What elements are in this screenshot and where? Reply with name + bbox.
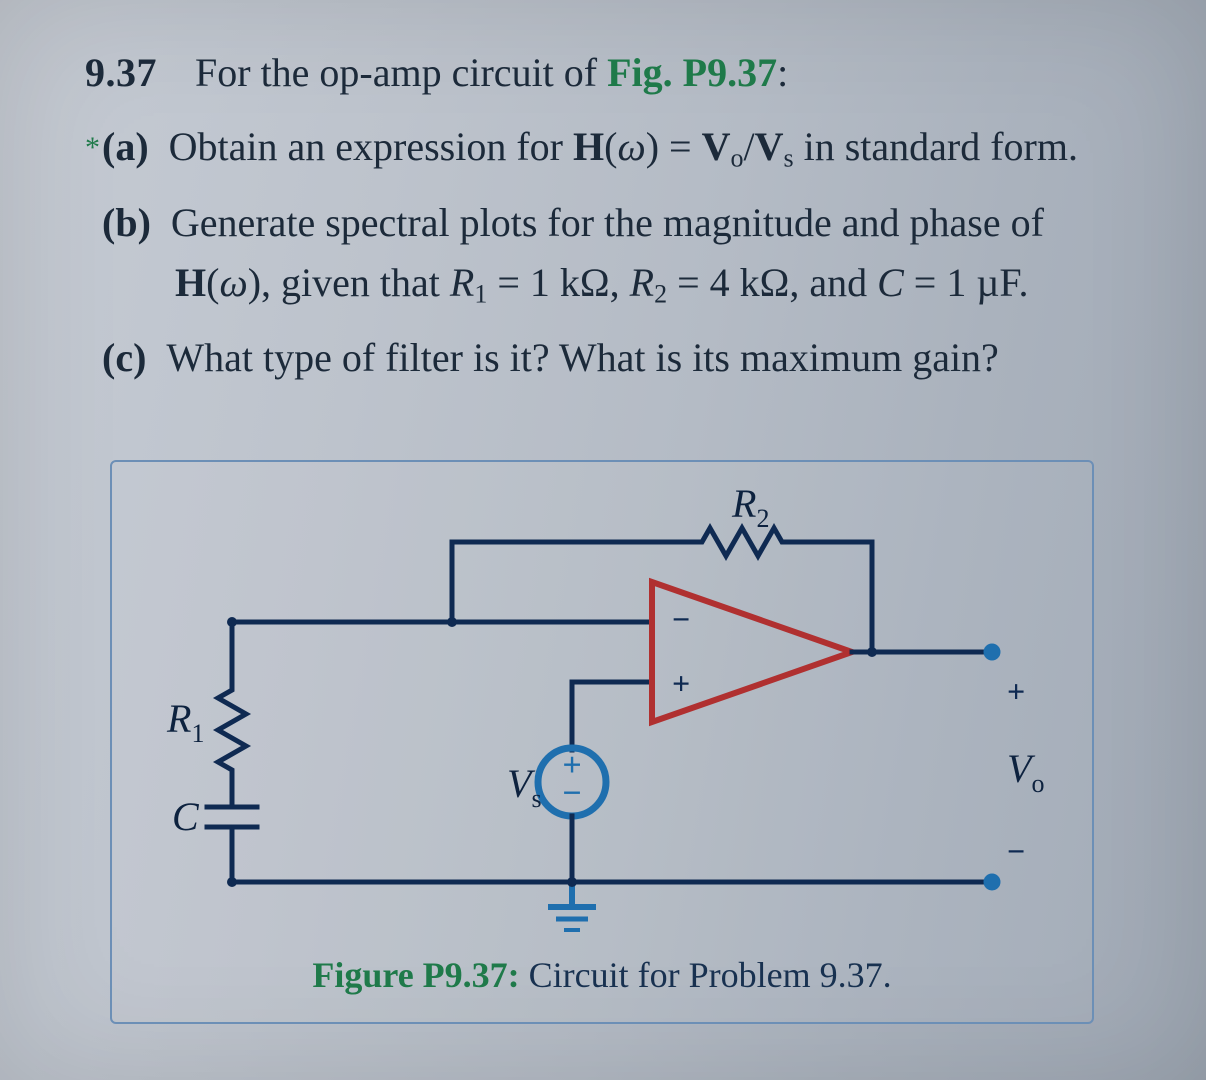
lead-suffix: : [777,50,788,95]
figure-box: + − − + + − R2 [110,460,1094,1024]
node-left-bottom [227,877,237,887]
part-b-line2: H(ω), given that R1 = 1 kΩ, R2 = 4 kΩ, a… [85,256,1146,312]
out-plus-sign: + [1007,673,1025,709]
slash: / [743,124,754,169]
circuit-diagram: + − − + + − R2 [112,462,1092,1022]
close: ) [646,124,659,169]
r1sym: R [450,260,474,305]
terminal-out-top [984,644,1000,660]
node-left-top [227,617,237,627]
Vo-sub: o [730,144,743,173]
node-ground [567,877,577,887]
problem-number: 9.37 [85,50,157,95]
part-a: *(a) Obtain an expression for H(ω) = Vo/… [85,120,1146,176]
open-b: ( [206,260,219,305]
Vs-sym: V [755,124,784,169]
r2eq: = 4 kΩ, and [667,260,877,305]
part-b-line1: *(b) Generate spectral plots for the mag… [85,196,1146,250]
r1sub: 1 [474,279,487,308]
part-a-label: (a) [102,124,149,169]
r1eq: = 1 kΩ, [487,260,629,305]
caption-body: Circuit for Problem 9.37. [520,955,892,995]
figure-caption: Figure P9.37: Circuit for Problem 9.37. [112,954,1092,996]
csym: C [877,260,904,305]
opamp-plus-sign: + [672,665,690,701]
label-R2: R2 [731,481,769,533]
lead-prefix: For the op-amp circuit of [195,50,607,95]
label-C: C [172,794,200,839]
r2sym: R [630,260,654,305]
label-Vo: Vo [1007,746,1044,798]
Vs-sub: s [783,144,793,173]
caption-prefix: Figure P9.37: [312,955,519,995]
eq: = [659,124,702,169]
node-output [867,647,877,657]
figure-reference: Fig. P9.37 [607,50,777,95]
resistor-R2 [692,528,792,556]
page: 9.37 For the op-amp circuit of Fig. P9.3… [0,0,1206,1080]
part-c-text: What type of filter is it? What is its m… [166,335,998,380]
ground-symbol [548,882,596,930]
opamp-minus-sign: − [672,601,690,637]
node-feedback [447,617,457,627]
resistor-R1 [218,682,246,778]
out-minus-sign: − [1007,833,1025,869]
given: , given that [261,260,450,305]
ceq: = 1 µF. [904,260,1029,305]
part-c: *(c) What type of filter is it? What is … [85,331,1146,385]
part-b-label: (b) [102,200,151,245]
Vo-sym: V [702,124,731,169]
part-c-label: (c) [102,335,146,380]
part-a-pre: Obtain an expression for [169,124,573,169]
Hsym: H [573,124,604,169]
open: ( [604,124,617,169]
part-a-star: * [85,131,100,164]
omega-b: ω [219,260,247,305]
label-Vs: Vs [507,761,542,813]
src-minus-sign: − [562,775,581,812]
part-a-tail: in standard form. [794,124,1078,169]
close-b: ) [248,260,261,305]
problem-text-block: 9.37 For the op-amp circuit of Fig. P9.3… [85,46,1146,405]
label-R1: R1 [166,696,204,748]
terminal-out-bottom [984,874,1000,890]
r2sub: 2 [654,279,667,308]
Hsym-b: H [175,260,206,305]
part-b-text1: Generate spectral plots for the magnitud… [171,200,1044,245]
problem-lead-in: 9.37 For the op-amp circuit of Fig. P9.3… [85,46,1146,100]
omega: ω [617,124,645,169]
